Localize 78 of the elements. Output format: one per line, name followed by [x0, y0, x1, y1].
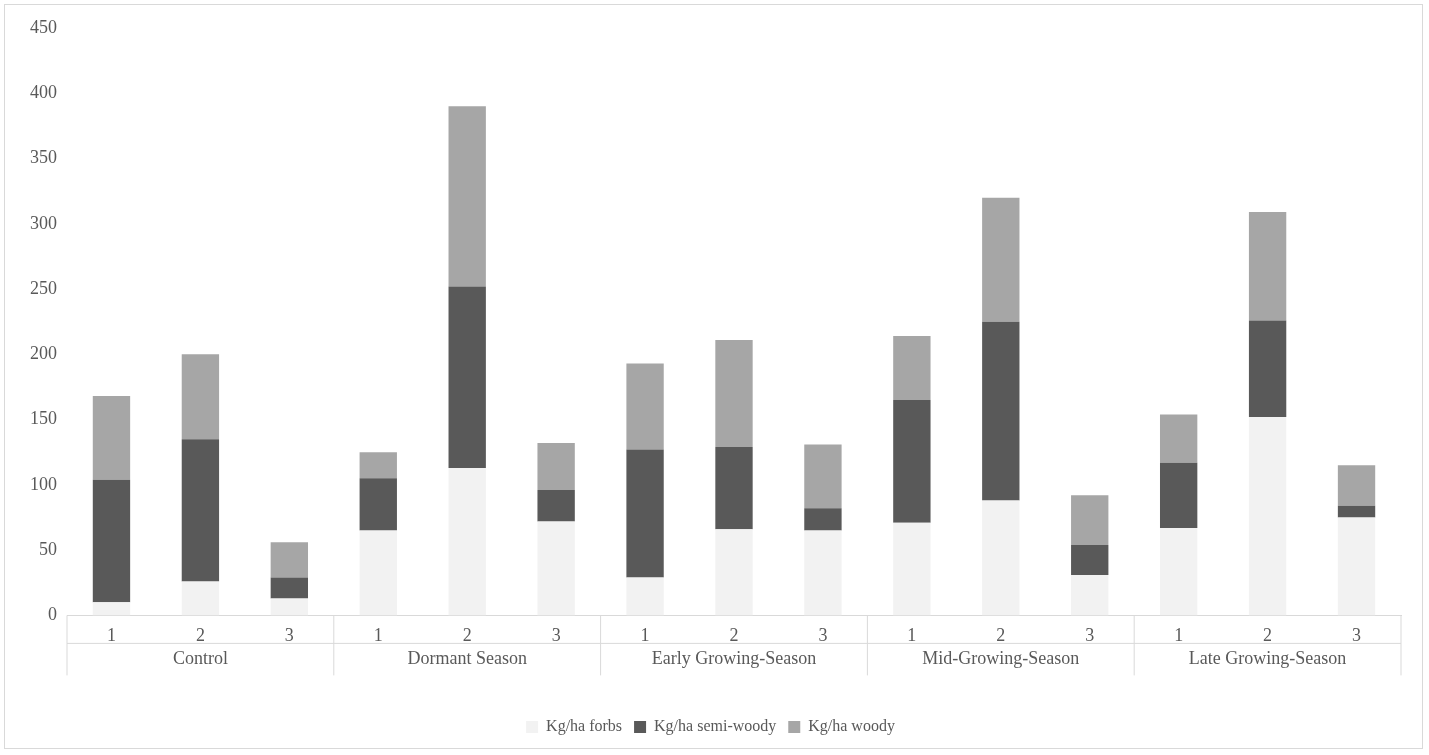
bar [982, 197, 1020, 322]
bar [1337, 505, 1376, 518]
bar [270, 577, 309, 599]
bar [1071, 544, 1109, 575]
bar [715, 339, 753, 448]
bar [92, 396, 131, 480]
text: Mid-Growing-Season [922, 648, 1080, 669]
bar [626, 449, 664, 578]
bar [181, 581, 220, 616]
x-tick-label: 2 [195, 624, 205, 645]
y-tick-label: 300 [30, 212, 57, 233]
x-tick-label: 3 [1352, 624, 1362, 645]
x-tick-label: 1 [1174, 624, 1184, 645]
bar [1248, 416, 1287, 616]
y-tick-label: 450 [30, 16, 57, 37]
bar [181, 354, 220, 440]
bar [626, 577, 664, 616]
text: Early Growing-Season [651, 648, 817, 669]
bar [982, 321, 1020, 501]
y-tick-label: 100 [30, 473, 57, 494]
bar [181, 439, 220, 582]
y-tick-label: 50 [39, 538, 57, 559]
bar [537, 443, 575, 491]
x-tick-label: 2 [462, 624, 472, 645]
text: Late Growing-Season [1188, 648, 1347, 669]
bar [893, 336, 931, 401]
y-tick-label: 0 [48, 604, 57, 625]
bar [448, 286, 486, 468]
x-tick-label: 1 [907, 624, 917, 645]
x-tick-label: 3 [551, 624, 561, 645]
bar [92, 602, 131, 616]
bar [270, 542, 309, 578]
legend-label: Kg/ha woody [808, 717, 895, 736]
bar [1159, 414, 1198, 463]
x-tick-label: 3 [818, 624, 828, 645]
x-tick-label: 2 [996, 624, 1006, 645]
bar [1248, 320, 1287, 417]
y-tick-label: 350 [30, 147, 57, 168]
bar [92, 479, 131, 603]
bar [893, 400, 931, 523]
bar [982, 500, 1020, 616]
bar [359, 478, 397, 531]
y-tick-label: 400 [30, 82, 57, 102]
bar [448, 106, 486, 287]
x-tick-label: 3 [1085, 624, 1095, 645]
legend-label: Kg/ha forbs [546, 717, 623, 736]
bar [359, 530, 397, 616]
bar [1248, 212, 1287, 321]
bar [448, 467, 486, 616]
y-tick-label: 250 [30, 277, 57, 298]
bar [715, 447, 753, 530]
bar [804, 508, 842, 531]
bar [270, 598, 309, 616]
legend-label: Kg/ha semi-woody [654, 717, 777, 736]
bar [1071, 495, 1109, 545]
x-tick-label: 2 [729, 624, 739, 645]
bar [804, 444, 842, 509]
bar [537, 521, 575, 616]
bar [1159, 462, 1198, 528]
bar [1337, 517, 1376, 616]
bar [715, 529, 753, 616]
bar [626, 363, 664, 450]
bar [804, 530, 842, 616]
y-tick-label: 150 [30, 408, 57, 429]
bar [359, 452, 397, 479]
x-tick-label: 1 [640, 624, 650, 645]
x-tick-label: 1 [106, 624, 116, 645]
x-tick-label: 3 [284, 624, 294, 645]
bar [893, 522, 931, 616]
text: Dormant Season [407, 648, 527, 669]
x-tick-label: 1 [373, 624, 383, 645]
bar [1071, 574, 1109, 616]
bar [537, 490, 575, 522]
bar [1337, 465, 1376, 506]
text: Control [172, 648, 228, 669]
x-tick-label: 2 [1263, 624, 1273, 645]
bar [1159, 527, 1198, 616]
y-tick-label: 200 [30, 343, 57, 364]
